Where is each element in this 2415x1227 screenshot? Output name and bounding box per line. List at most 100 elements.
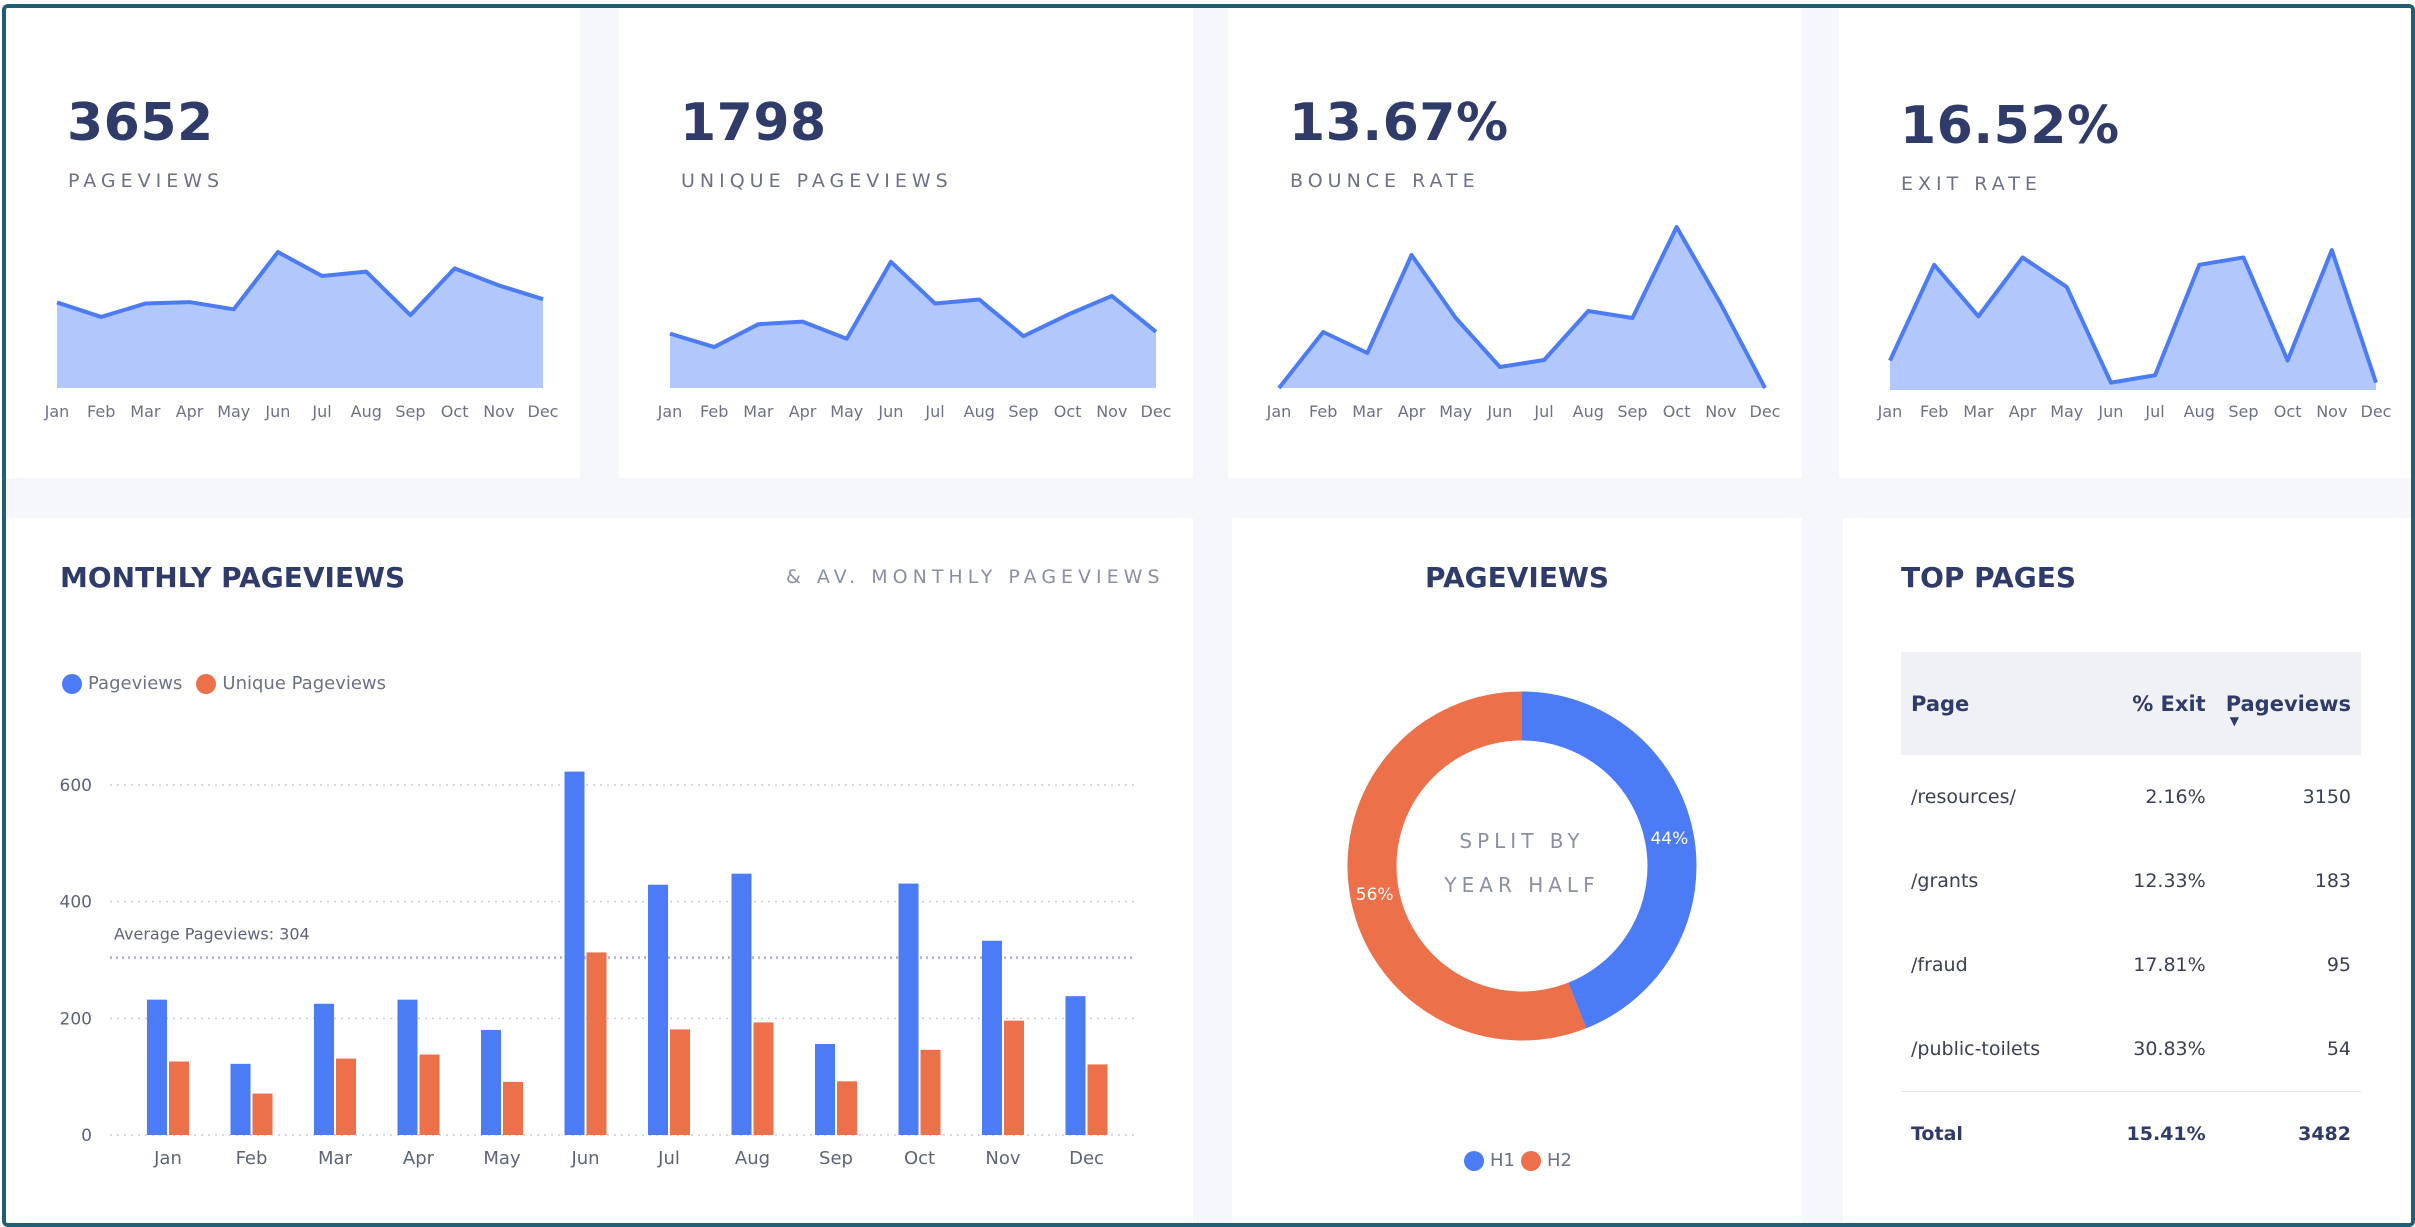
x-tick-label: Nov bbox=[2316, 402, 2347, 421]
x-tick-label: Jun bbox=[1486, 402, 1512, 421]
x-tick-label: Jun bbox=[877, 402, 903, 421]
x-tick-label: Dec bbox=[2361, 402, 2392, 421]
bar-unique-pageviews[interactable] bbox=[169, 1061, 189, 1136]
x-tick-label: Jan bbox=[153, 1148, 182, 1169]
legend-item-h2[interactable]: H2 bbox=[1521, 1150, 1572, 1171]
bar-unique-pageviews[interactable] bbox=[1087, 1064, 1108, 1135]
pageviews-split-card: PAGEVIEWS 44% 56% SPLIT BY YEAR HALF H1 H2 bbox=[1232, 518, 1802, 1223]
bar-unique-pageviews[interactable] bbox=[753, 1022, 774, 1135]
bar-unique-pageviews[interactable] bbox=[670, 1029, 690, 1135]
kpi-label: UNIQUE PAGEVIEWS bbox=[681, 170, 953, 192]
table-total-row: Total 15.41% 3482 bbox=[1901, 1091, 2361, 1176]
bar-pageviews[interactable] bbox=[147, 999, 167, 1135]
x-tick-label: Mar bbox=[130, 402, 161, 421]
bar-pageviews[interactable] bbox=[898, 883, 919, 1135]
bar-unique-pageviews[interactable] bbox=[920, 1049, 941, 1135]
bar-pageviews[interactable] bbox=[481, 1030, 501, 1135]
donut-slice-h2[interactable] bbox=[1347, 691, 1587, 1041]
sparkline-area bbox=[57, 252, 543, 388]
bar-unique-pageviews[interactable] bbox=[837, 1081, 857, 1135]
cell-pageviews: 3150 bbox=[2302, 786, 2351, 808]
bar-unique-pageviews[interactable] bbox=[1004, 1020, 1024, 1135]
card-subtitle: & AV. MONTHLY PAGEVIEWS bbox=[786, 566, 1165, 588]
kpi-card-bounce-rate: 13.67% BOUNCE RATE Jan Feb Mar Apr May Jun Jul… bbox=[1228, 8, 1802, 478]
bar-pageviews[interactable] bbox=[1065, 996, 1086, 1135]
x-tick-label: Aug bbox=[2184, 402, 2215, 421]
kpi-card-exit-rate: 16.52% EXIT RATE Jan Feb Mar Apr May Jun Jul Au… bbox=[1839, 8, 2411, 478]
table-header-row: Page % Exit Pageviews ▼ bbox=[1901, 652, 2361, 755]
bar-pageviews[interactable] bbox=[731, 873, 752, 1135]
cell-exit: 15.41% bbox=[2099, 1091, 2216, 1176]
cell-page: /grants bbox=[1911, 870, 1979, 892]
sparkline-area bbox=[1279, 227, 1765, 388]
kpi-label: EXIT RATE bbox=[1901, 173, 2042, 195]
x-tick-label: Nov bbox=[985, 1148, 1020, 1169]
x-tick-label: May bbox=[2050, 402, 2083, 421]
x-tick-label: Aug bbox=[351, 402, 382, 421]
x-tick-label: Jun bbox=[570, 1148, 599, 1169]
bar-unique-pageviews[interactable] bbox=[586, 952, 607, 1135]
x-tick-label: Jul bbox=[924, 402, 944, 421]
x-tick-label: Nov bbox=[1096, 402, 1127, 421]
x-tick-label: Jul bbox=[1533, 402, 1553, 421]
bar-pageviews[interactable] bbox=[648, 884, 668, 1135]
x-tick-label: May bbox=[1439, 402, 1472, 421]
table-row[interactable]: /public-toilets 30.83% 54 bbox=[1901, 1007, 2361, 1092]
table-row[interactable]: /resources/2.16% 3150 bbox=[1901, 755, 2361, 839]
x-tick-label: Jan bbox=[1266, 402, 1292, 421]
x-tick-label: Mar bbox=[743, 402, 774, 421]
legend-label: H1 bbox=[1490, 1150, 1515, 1171]
x-tick-label: Nov bbox=[1705, 402, 1736, 421]
legend-label: Unique Pageviews bbox=[222, 673, 387, 694]
column-header-pageviews[interactable]: Pageviews ▼ bbox=[2215, 652, 2361, 755]
column-header-exit[interactable]: % Exit bbox=[2099, 652, 2216, 755]
bar-pageviews[interactable] bbox=[564, 771, 585, 1135]
x-tick-label: Jun bbox=[264, 402, 290, 421]
bar-unique-pageviews[interactable] bbox=[419, 1054, 440, 1136]
x-tick-label: Sep bbox=[2228, 402, 2258, 421]
bar-pageviews[interactable] bbox=[230, 1063, 251, 1135]
cell-pageviews: 95 bbox=[2326, 954, 2351, 976]
bar-pageviews[interactable] bbox=[314, 1003, 334, 1135]
x-tick-label: Aug bbox=[964, 402, 995, 421]
donut-slice-h1[interactable] bbox=[1521, 691, 1697, 1029]
bar-pageviews[interactable] bbox=[982, 940, 1002, 1135]
table-row[interactable]: /fraud 17.81% 95 bbox=[1901, 923, 2361, 1007]
sparkline-area bbox=[670, 261, 1156, 388]
bar-pageviews[interactable] bbox=[397, 999, 418, 1135]
table-row[interactable]: /grants 12.33% 183 bbox=[1901, 839, 2361, 923]
donut-center-label: YEAR HALF bbox=[1443, 873, 1599, 897]
chart-legend: H1 H2 bbox=[1464, 1150, 1586, 1171]
x-tick-label: Apr bbox=[789, 402, 817, 421]
slice-value-label: 44% bbox=[1650, 829, 1688, 849]
bar-unique-pageviews[interactable] bbox=[503, 1081, 523, 1135]
sort-descending-icon: ▼ bbox=[2229, 714, 2239, 728]
cell-pageviews: 54 bbox=[2326, 1038, 2351, 1060]
bar-unique-pageviews[interactable] bbox=[336, 1058, 356, 1135]
x-tick-label: May bbox=[217, 402, 250, 421]
x-tick-label: Apr bbox=[1398, 402, 1426, 421]
x-tick-label: Oct bbox=[904, 1148, 935, 1169]
cell-exit: 30.83% bbox=[2133, 1038, 2206, 1060]
x-tick-label: Feb bbox=[236, 1148, 268, 1169]
x-tick-label: Nov bbox=[483, 402, 514, 421]
column-header-page[interactable]: Page bbox=[1901, 652, 2100, 755]
x-tick-label: Sep bbox=[1617, 402, 1647, 421]
legend-item-unique-pageviews[interactable]: Unique Pageviews bbox=[196, 673, 386, 694]
chart-legend: Pageviews Unique Pageviews bbox=[62, 673, 400, 694]
bar-unique-pageviews[interactable] bbox=[252, 1093, 273, 1135]
cell-page: Total bbox=[1901, 1091, 2100, 1176]
x-tick-label: May bbox=[830, 402, 863, 421]
cell-page: /resources/ bbox=[1911, 786, 2016, 808]
legend-item-h1[interactable]: H1 bbox=[1464, 1150, 1515, 1171]
x-tick-label: Oct bbox=[2274, 402, 2302, 421]
kpi-value: 3652 bbox=[67, 93, 214, 153]
bar-pageviews[interactable] bbox=[815, 1044, 835, 1135]
legend-dot bbox=[1464, 1150, 1484, 1171]
legend-dot bbox=[1521, 1150, 1541, 1171]
column-header-label: Pageviews bbox=[2225, 691, 2351, 716]
legend-item-pageviews[interactable]: Pageviews bbox=[62, 673, 182, 694]
cell-page: /fraud bbox=[1911, 954, 1968, 976]
sparkline-chart: Jan Feb Mar Apr May Jun Jul Aug Sep Oct Nov Dec bbox=[1266, 225, 1780, 421]
card-title: TOP PAGES bbox=[1901, 561, 2077, 594]
